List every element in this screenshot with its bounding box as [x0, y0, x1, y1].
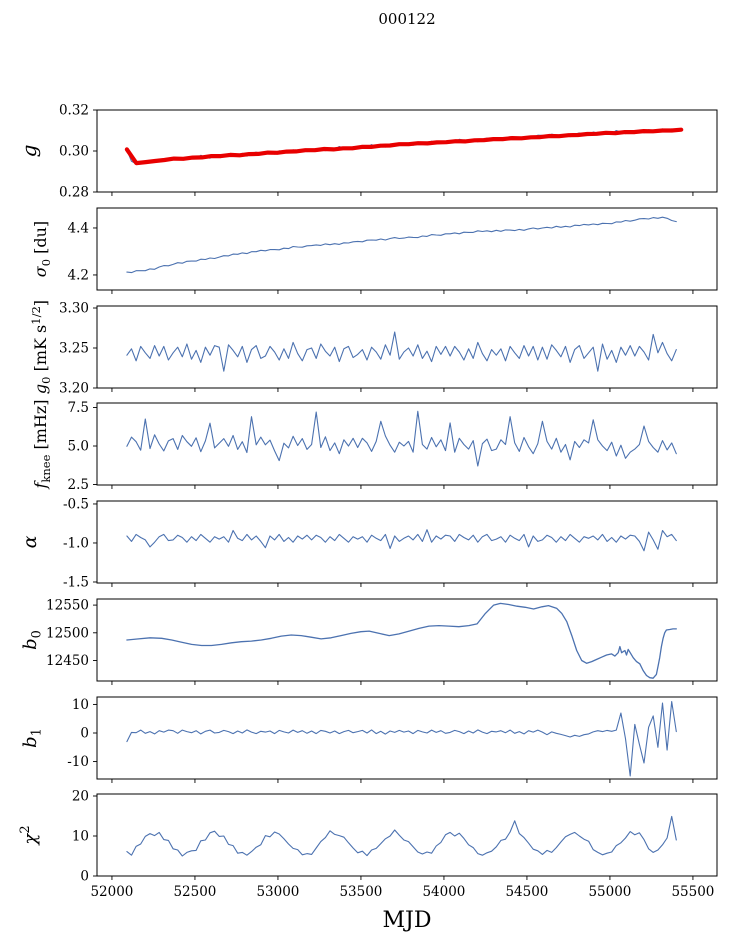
series-g-fit	[124, 127, 684, 166]
y-axis-label-alpha: α	[19, 535, 41, 548]
panel-alpha: -0.5 -1.0 -1.5 α	[19, 496, 718, 590]
y-axis-label-b1: b1	[20, 728, 45, 748]
y-tick-label: 12450	[46, 653, 89, 669]
y-tick-label: 0	[80, 869, 89, 885]
panel-g: 0.28 0.30 0.32 g	[17, 103, 718, 201]
x-tick-label: 52500	[173, 884, 216, 900]
panel-chi2: 0 10 20 52000 52500 53000 53500 54000 54500 55000…	[18, 789, 718, 900]
series-sigma0	[126, 216, 677, 274]
x-tick-label: 55000	[588, 884, 631, 900]
y-tick-label: -10	[67, 754, 89, 770]
series-b0	[126, 602, 677, 679]
y-axis-label-sigma0: σ0 [du]	[31, 221, 53, 277]
y-tick-label: 4.4	[68, 220, 89, 236]
series-b1	[126, 701, 677, 777]
x-tick-label: 54500	[505, 884, 548, 900]
series-alpha	[126, 529, 677, 552]
y-tick-label: -0.5	[63, 496, 89, 512]
panel-g0: 3.20 3.25 3.30 g0 [mK s1/2]	[29, 300, 718, 397]
panel-frame-g0	[96, 305, 718, 389]
x-tick-label: 55500	[671, 884, 714, 900]
panel-fknee: 2.5 5.0 7.5 fknee [mHz]	[31, 399, 718, 493]
series-fknee	[126, 410, 677, 467]
y-tick-label: 0	[80, 726, 89, 742]
panel-b1: -10 0 10 b1	[20, 696, 718, 783]
y-axis-label-fknee: fknee [mHz]	[31, 399, 53, 489]
y-tick-label: 0.30	[59, 144, 89, 160]
y-axis-label-g0: g0 [mK s1/2]	[29, 300, 53, 394]
series-chi2	[126, 815, 677, 857]
y-tick-label: 10	[72, 829, 89, 845]
x-tick-label: 53000	[256, 884, 299, 900]
y-tick-label: 7.5	[68, 400, 89, 416]
y-tick-label: 5.0	[68, 439, 89, 455]
x-tick-label: 53500	[339, 884, 382, 900]
y-tick-label: 0.32	[59, 103, 89, 119]
x-tick-label: 52000	[90, 884, 133, 900]
panel-frame-fknee	[96, 402, 718, 486]
panel-frame-chi2	[96, 793, 718, 877]
y-axis-label-g: g	[17, 145, 41, 158]
y-tick-label: 20	[72, 789, 89, 805]
y-tick-label: 12550	[46, 598, 89, 614]
y-tick-label: 4.2	[68, 267, 89, 283]
x-axis-label: MJD	[383, 908, 432, 933]
panel-frame-b1	[96, 696, 718, 780]
panel-frame-alpha	[96, 500, 718, 584]
y-tick-label: 0.28	[59, 185, 89, 201]
y-axis-label-b0: b0	[20, 630, 45, 650]
y-tick-label: 3.30	[59, 301, 89, 317]
panel-frame-b0	[96, 598, 718, 682]
y-tick-label: 10	[72, 697, 89, 713]
y-axis-label-chi2: χ2	[18, 825, 41, 846]
y-tick-label: 12500	[46, 625, 89, 641]
panel-sigma0: 4.2 4.4 σ0 [du]	[31, 207, 718, 294]
panel-frame-sigma0	[96, 207, 718, 291]
y-tick-label: -1.5	[63, 574, 89, 590]
series-g0	[126, 331, 677, 372]
y-tick-label: 3.20	[59, 381, 89, 397]
y-tick-label: 2.5	[68, 477, 89, 493]
panels-group: 0.28 0.30 0.32 g 4.2 4.4 σ0 [du] 3.20 3.25 3.30 g0…	[17, 103, 718, 900]
y-tick-label: 3.25	[59, 341, 89, 357]
figure-title: 000122	[378, 10, 435, 28]
panel-frame-g	[96, 109, 718, 193]
x-tick-label: 54000	[422, 884, 465, 900]
y-tick-label: -1.0	[63, 535, 89, 551]
